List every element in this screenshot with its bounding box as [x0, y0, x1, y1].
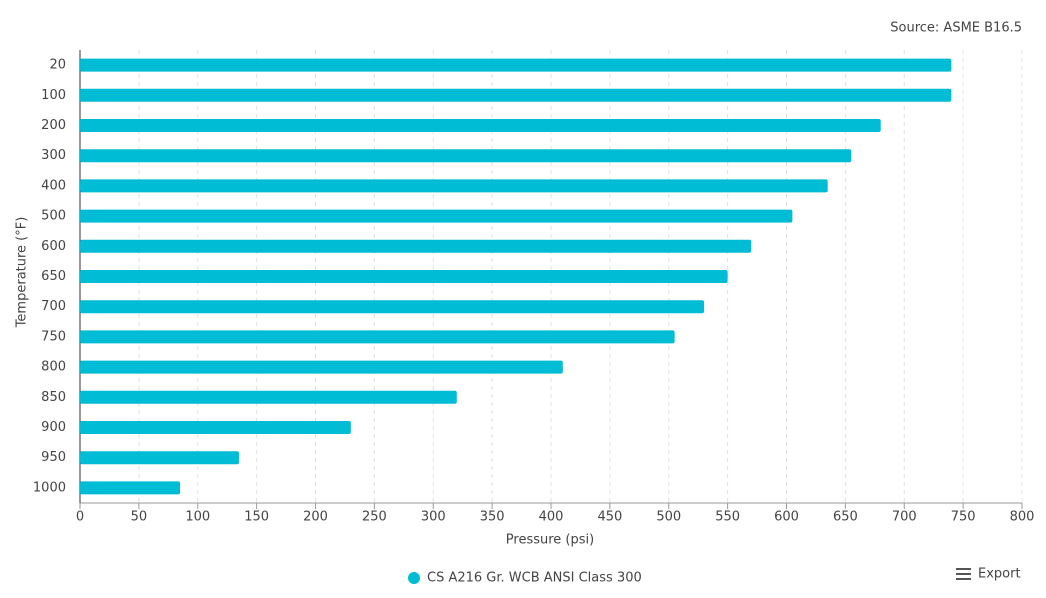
x-tick-label: 800	[1010, 510, 1035, 525]
x-tick-label: 50	[131, 510, 148, 525]
x-tick-label: 250	[362, 510, 387, 525]
bar	[80, 58, 952, 72]
bar	[80, 481, 181, 495]
x-tick-label: 400	[539, 510, 564, 525]
x-tick-label: 550	[715, 510, 740, 525]
y-tick-label: 500	[41, 209, 66, 224]
export-label[interactable]: Export	[978, 567, 1021, 582]
x-tick-label: 500	[656, 510, 681, 525]
x-tick-label: 150	[244, 510, 269, 525]
y-tick-label: 800	[41, 360, 66, 375]
bar	[80, 119, 881, 132]
legend-label: CS A216 Gr. WCB ANSI Class 300	[427, 571, 642, 586]
y-tick-label: 600	[41, 239, 66, 254]
y-tick-label: 1000	[33, 480, 66, 495]
bar	[80, 239, 752, 253]
bar	[80, 88, 952, 102]
bar	[80, 421, 351, 434]
x-tick-label: 700	[892, 510, 917, 525]
y-tick-label: 200	[41, 118, 66, 133]
bar	[80, 330, 675, 344]
x-tick-label: 350	[480, 510, 505, 525]
x-tick-label: 650	[833, 510, 858, 525]
y-tick-label: 100	[41, 88, 66, 103]
y-tick-label: 300	[41, 148, 66, 163]
x-tick-label: 200	[303, 510, 328, 525]
x-tick-label: 0	[76, 510, 84, 525]
y-tick-label: 20	[49, 58, 66, 73]
bar	[80, 179, 828, 193]
y-tick-label: 850	[41, 390, 66, 405]
bar	[80, 360, 563, 374]
y-tick-label: 750	[41, 329, 66, 344]
y-tick-label: 700	[41, 299, 66, 314]
bar	[80, 390, 457, 404]
bar	[80, 300, 705, 314]
menu-icon	[956, 568, 971, 570]
x-tick-label: 300	[421, 510, 446, 525]
export-button[interactable]: Export	[956, 567, 1021, 582]
legend-marker	[408, 572, 420, 584]
y-axis-title: Temperature (°F)	[15, 217, 30, 329]
menu-icon	[956, 573, 971, 575]
y-tick-label: 900	[41, 420, 66, 435]
source: Source: ASME B16.5	[890, 21, 1022, 36]
y-tick-label: 650	[41, 269, 66, 284]
bar	[80, 270, 728, 283]
bar	[80, 149, 852, 163]
x-tick-label: 600	[774, 510, 799, 525]
y-tick-label: 950	[41, 450, 66, 465]
y-tick-label: 400	[41, 178, 66, 193]
x-tick-label: 750	[951, 510, 976, 525]
x-tick-label: 450	[597, 510, 622, 525]
bar	[80, 451, 239, 465]
x-tick-label: 100	[185, 510, 210, 525]
bar	[80, 209, 793, 223]
menu-icon	[956, 578, 971, 580]
x-axis-title: Pressure (psi)	[506, 533, 594, 548]
